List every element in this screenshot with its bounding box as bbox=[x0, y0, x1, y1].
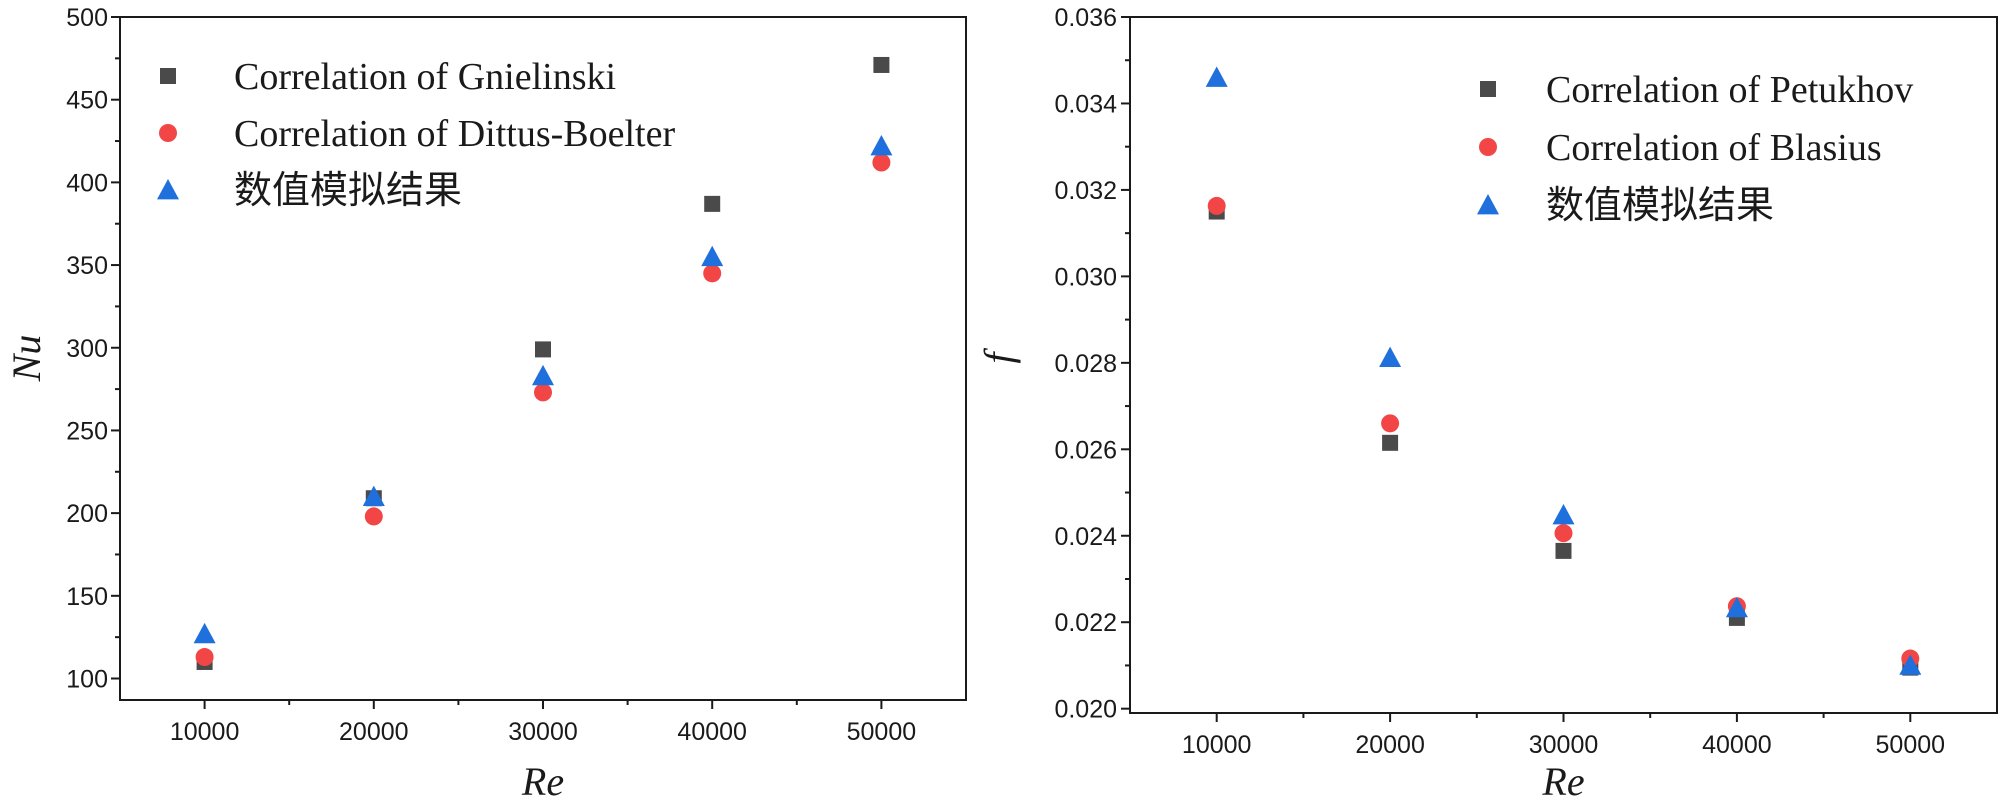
y-tick-label: 0.036 bbox=[1054, 4, 1117, 32]
y-tick-label: 250 bbox=[66, 417, 108, 445]
legend: Correlation of Petukhov Correlation of Bl… bbox=[1477, 69, 1913, 227]
data-point-circle bbox=[364, 507, 383, 526]
data-point-square bbox=[1382, 434, 1399, 451]
y-tick-label: 0.026 bbox=[1054, 436, 1117, 464]
x-tick-label: 30000 bbox=[1529, 731, 1599, 759]
y-tick-label: 300 bbox=[66, 335, 108, 363]
legend-label: Correlation of Dittus-Boelter bbox=[234, 113, 675, 155]
legend-label: Correlation of Gnielinski bbox=[234, 56, 616, 98]
data-point-triangle bbox=[1552, 504, 1575, 525]
y-tick-label: 100 bbox=[66, 666, 108, 694]
legend-marker-triangle bbox=[157, 179, 179, 200]
x-axis-title: Re bbox=[521, 759, 564, 804]
data-point-circle bbox=[1207, 196, 1226, 215]
x-tick-label: 10000 bbox=[170, 718, 240, 746]
y-tick-label: 0.030 bbox=[1054, 263, 1117, 291]
y-tick-label: 500 bbox=[66, 4, 108, 32]
y-tick-label: 0.034 bbox=[1054, 90, 1117, 118]
legend-marker-square bbox=[160, 68, 176, 84]
y-tick-label: 450 bbox=[66, 87, 108, 115]
legend-marker-square bbox=[1480, 81, 1496, 97]
data-point-triangle bbox=[1205, 66, 1228, 87]
data-point-triangle bbox=[362, 485, 385, 506]
y-axis-title: Nu bbox=[4, 335, 49, 383]
data-point-triangle bbox=[870, 134, 893, 156]
legend-marker-circle bbox=[159, 124, 177, 142]
legend-label: Correlation of Petukhov bbox=[1546, 69, 1913, 111]
x-axis-title: Re bbox=[1541, 759, 1584, 804]
data-point-triangle bbox=[1899, 654, 1922, 675]
x-tick-label: 20000 bbox=[339, 718, 409, 746]
data-point-circle bbox=[1381, 414, 1400, 433]
data-point-square bbox=[535, 341, 551, 358]
nu-chart-panel: 10000 20000 30000 40000 50000 100 150 200 250 300… bbox=[4, 4, 967, 804]
x-tick-label: 50000 bbox=[847, 718, 917, 746]
x-tick-label: 20000 bbox=[1355, 731, 1425, 759]
x-tick-label: 40000 bbox=[677, 718, 747, 746]
data-point-circle bbox=[1554, 524, 1573, 543]
y-tick-label: 0.028 bbox=[1054, 350, 1117, 378]
y-tick-label: 0.020 bbox=[1054, 696, 1117, 724]
y-tick-label: 0.032 bbox=[1054, 177, 1117, 205]
data-point-circle bbox=[534, 383, 552, 402]
friction-chart-panel: 10000 20000 30000 40000 50000 0.020 0.022 0.024… bbox=[976, 4, 1998, 804]
data-point-triangle bbox=[701, 245, 724, 267]
y-tick-label: 0.024 bbox=[1054, 523, 1117, 551]
y-tick-label: 0.022 bbox=[1054, 609, 1117, 637]
data-point-triangle bbox=[1725, 596, 1748, 618]
data-point-triangle bbox=[532, 364, 554, 386]
y-axis-title: f bbox=[976, 348, 1021, 364]
data-point-square bbox=[873, 56, 890, 73]
y-tick-label: 400 bbox=[66, 169, 108, 197]
x-tick-label: 50000 bbox=[1876, 731, 1946, 759]
legend-label: 数值模拟结果 bbox=[1546, 185, 1774, 227]
y-tick-label: 200 bbox=[66, 500, 108, 528]
data-point-triangle bbox=[193, 622, 216, 644]
y-tick-label: 150 bbox=[66, 583, 108, 611]
legend-marker-triangle bbox=[1477, 194, 1499, 215]
data-point-circle bbox=[703, 264, 722, 283]
plot-frame bbox=[1129, 16, 1998, 714]
legend-label: Correlation of Blasius bbox=[1546, 127, 1882, 169]
legend-label: 数值模拟结果 bbox=[234, 170, 462, 212]
x-tick-label: 30000 bbox=[508, 718, 578, 746]
x-tick-label: 40000 bbox=[1702, 731, 1772, 759]
data-point-circle bbox=[195, 648, 214, 667]
legend-marker-circle bbox=[1479, 138, 1497, 156]
y-tick-label: 350 bbox=[66, 252, 108, 280]
x-tick-label: 10000 bbox=[1182, 731, 1252, 759]
legend: Correlation of Gnielinski Correlation of … bbox=[157, 56, 675, 212]
data-point-square bbox=[1555, 542, 1572, 559]
data-point-square bbox=[704, 195, 721, 212]
data-point-triangle bbox=[1379, 346, 1402, 368]
data-point-circle bbox=[872, 153, 891, 172]
